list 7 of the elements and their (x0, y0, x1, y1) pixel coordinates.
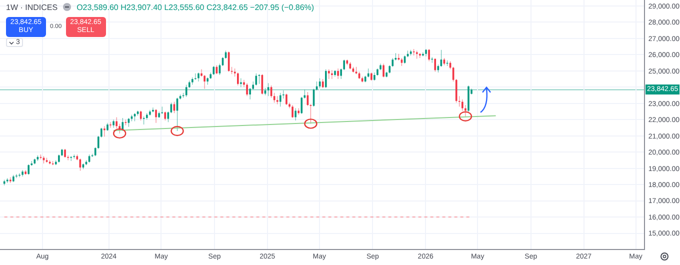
candlestick (276, 96, 278, 104)
chart-subtitle: O23,589.60 H23,907.40 L23,555.60 C23,842.65 −207.95 (−0.86%) (76, 3, 314, 12)
candlestick (142, 116, 145, 124)
candlestick (9, 177, 12, 183)
candlestick (230, 66, 233, 74)
candlestick (412, 49, 415, 56)
chart-title: 1W · INDICES (6, 3, 58, 12)
